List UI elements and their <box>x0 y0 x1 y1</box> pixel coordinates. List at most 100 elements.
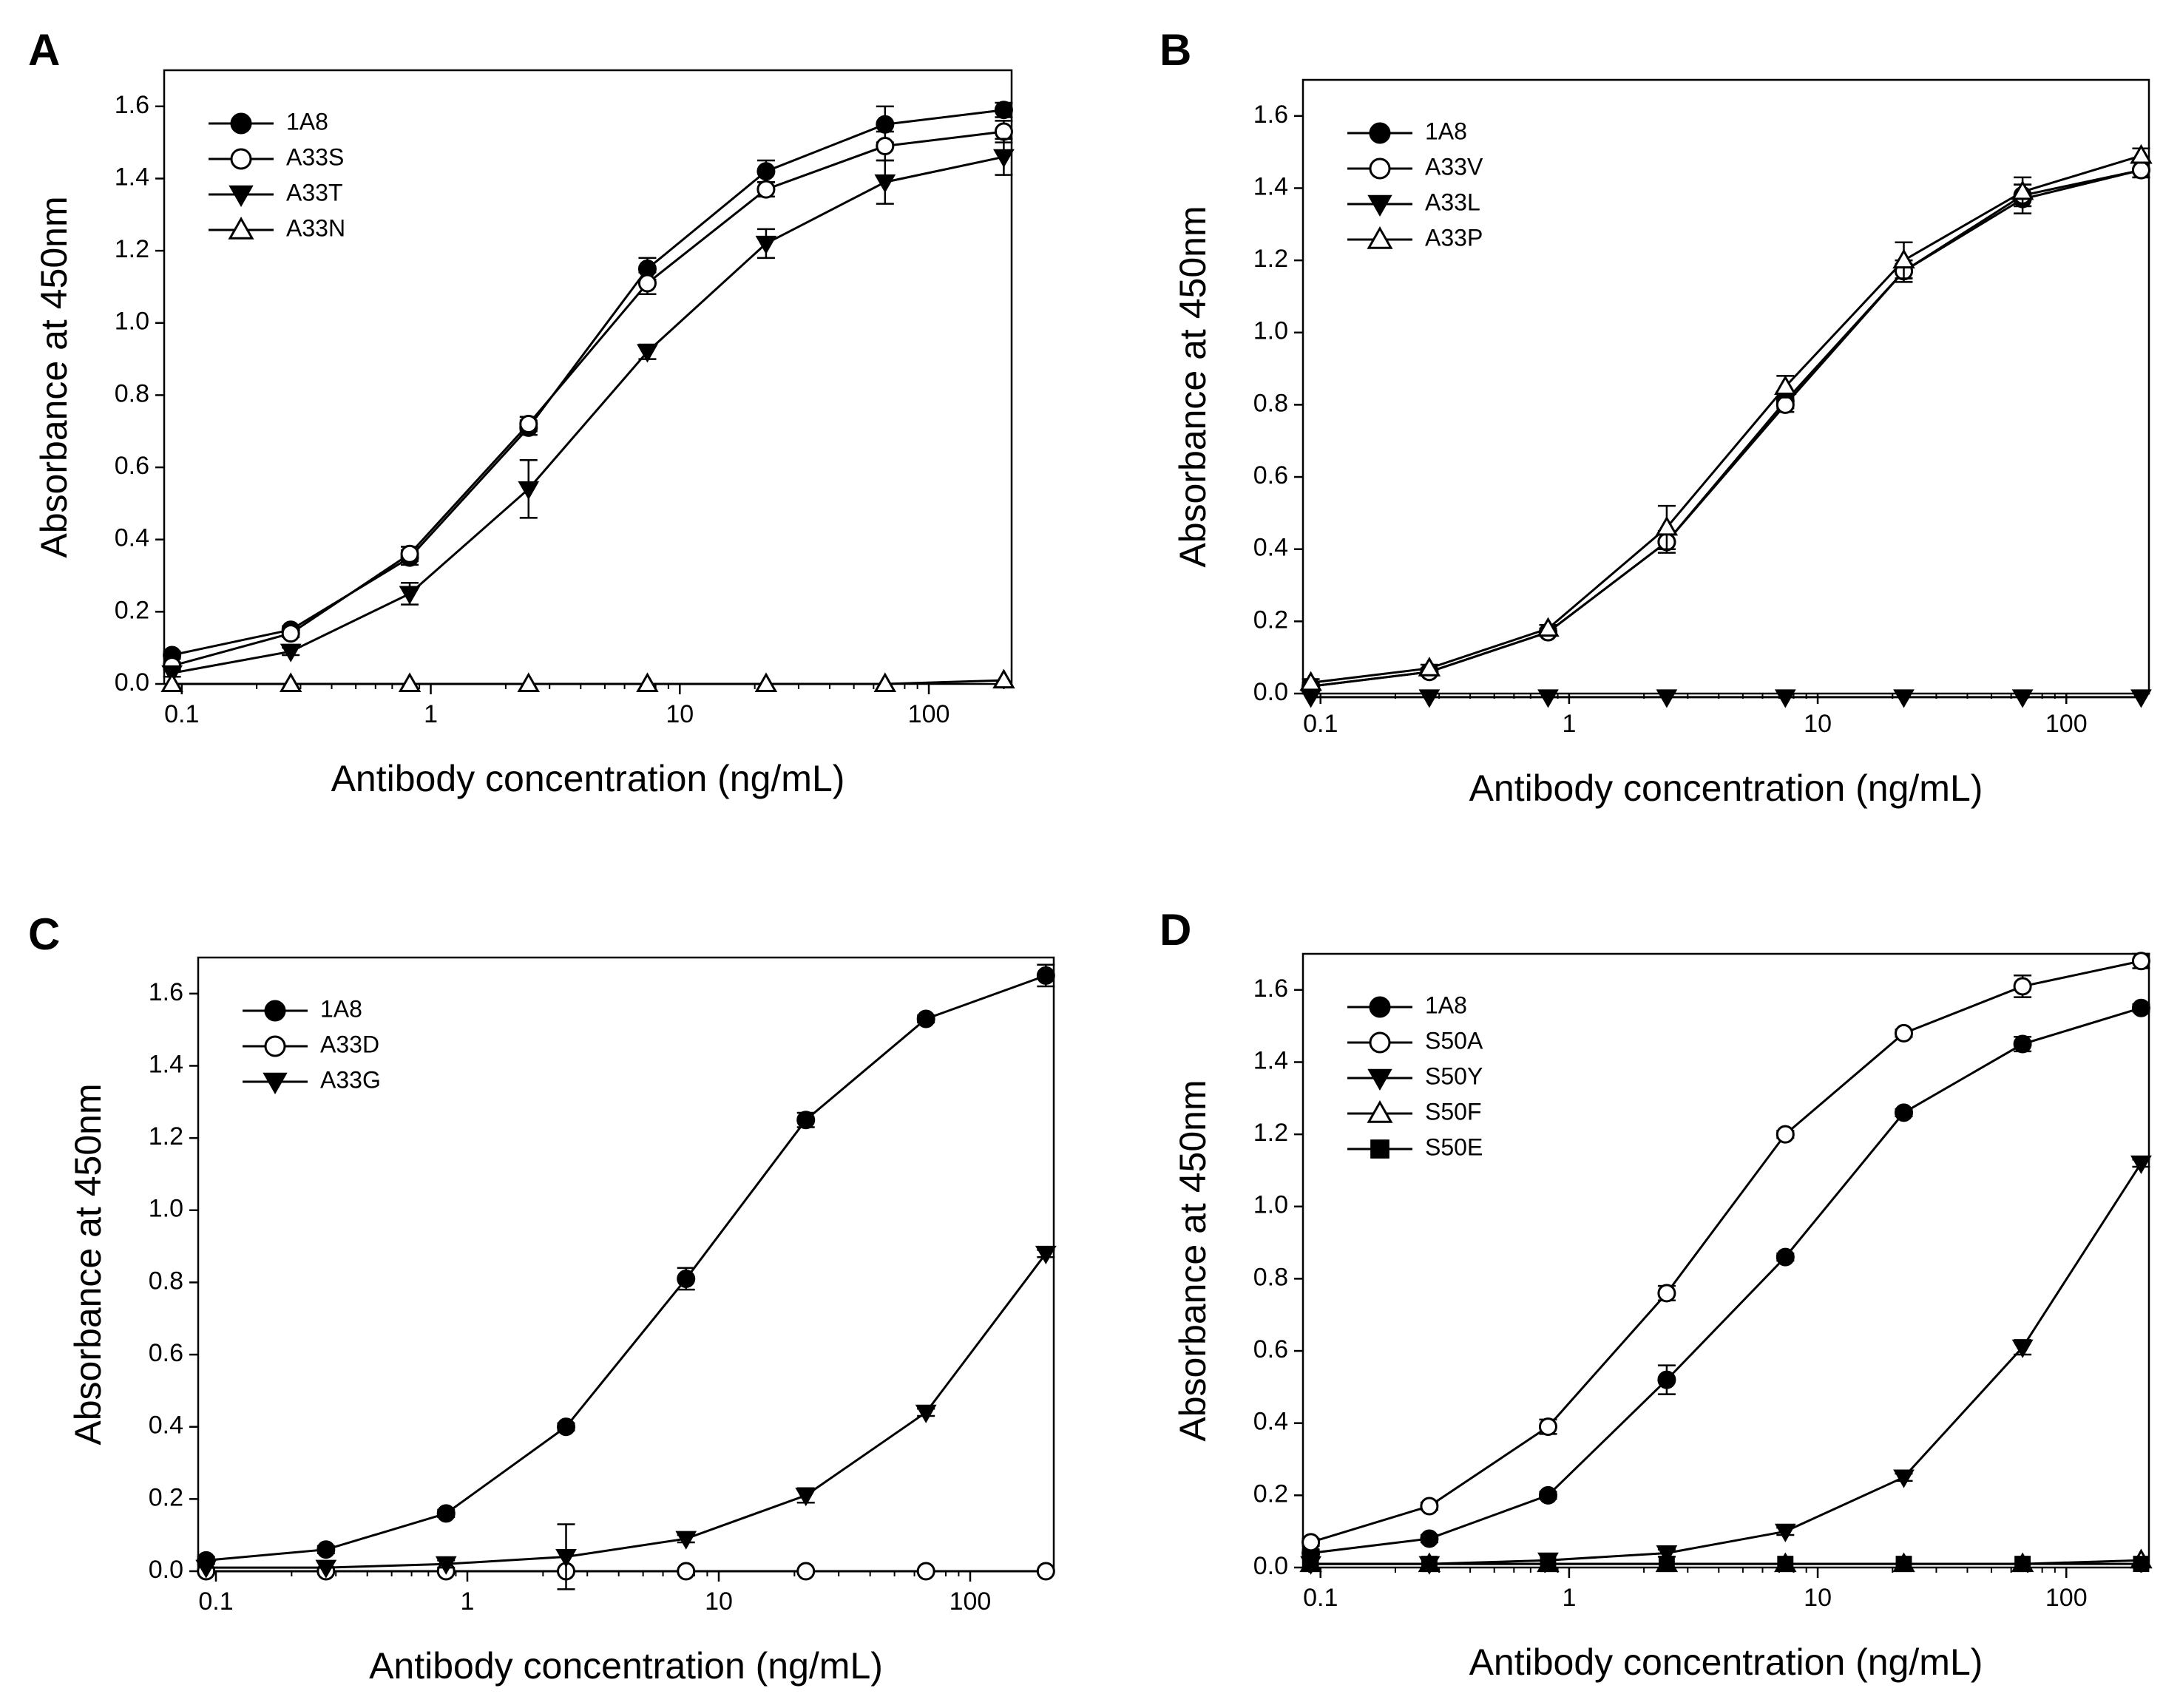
x-tick-label: 0.1 <box>164 700 199 728</box>
data-point <box>994 101 1013 120</box>
x-tick-label: 1 <box>424 700 438 728</box>
plot-frame <box>1301 78 2150 695</box>
legend-marker <box>228 217 254 240</box>
y-tick-label: 0.0 <box>115 668 149 697</box>
legend-marker <box>1367 1100 1393 1123</box>
data-point <box>160 672 183 692</box>
y-tick-label: 1.4 <box>149 1050 183 1078</box>
data-point <box>195 1559 217 1579</box>
x-axis-title: Antibody concentration (ng/mL) <box>1469 1641 1983 1683</box>
x-tick-label: 100 <box>2045 710 2088 738</box>
data-point <box>2011 1339 2034 1358</box>
y-tick-label: 0.2 <box>149 1483 183 1511</box>
y-tick-label: 0.0 <box>1253 1552 1288 1580</box>
data-point <box>756 180 776 199</box>
x-tick-label: 100 <box>2045 1584 2088 1612</box>
legend-marker <box>229 185 254 207</box>
data-point <box>636 672 659 692</box>
y-tick-label: 1.0 <box>115 308 149 336</box>
data-point <box>1892 248 1915 269</box>
data-point <box>1537 617 1560 637</box>
panel-letter: A <box>28 25 60 75</box>
x-tick-label: 10 <box>666 700 694 728</box>
series-line <box>172 130 1004 668</box>
legend-marker <box>264 1035 286 1057</box>
x-tick-label: 0.1 <box>1303 710 1338 738</box>
data-point <box>1300 689 1321 708</box>
series-line <box>1310 155 2142 684</box>
data-point <box>1537 689 1559 708</box>
legend-label: 1A8 <box>1425 118 1467 144</box>
data-point <box>400 544 419 563</box>
y-tick-label: 1.2 <box>115 235 149 263</box>
legend-label: S50E <box>1425 1133 1483 1160</box>
data-point <box>1036 966 1055 985</box>
data-point <box>1421 1556 1438 1573</box>
y-tick-label: 1.4 <box>115 163 149 191</box>
y-tick-label: 0.2 <box>1253 606 1288 634</box>
data-point <box>992 668 1015 689</box>
legend-marker <box>1370 1139 1389 1159</box>
series-a33l <box>1300 689 2152 708</box>
panel-a: A 0.0 0.2 0.4 0.6 0.8 1.0 1.2 1.4 1.6 0.1 1 10 100 Ant… <box>28 25 1015 799</box>
data-point <box>1420 1529 1439 1548</box>
data-point <box>756 162 776 181</box>
y-tick-label: 0.6 <box>149 1339 183 1367</box>
data-point <box>677 1270 696 1289</box>
series-a33p <box>1299 143 2153 691</box>
y-tick-label: 1.4 <box>1253 1046 1288 1074</box>
data-point <box>1777 1556 1794 1573</box>
legend-label: A33V <box>1425 153 1483 180</box>
data-point <box>1895 1103 1914 1122</box>
y-tick-label: 1.2 <box>1253 1119 1288 1147</box>
data-point <box>876 115 895 134</box>
x-tick-label: 1 <box>1562 1584 1576 1612</box>
data-point <box>675 1531 697 1550</box>
y-tick-label: 0.8 <box>1253 389 1288 417</box>
legend-label: 1A8 <box>286 108 328 135</box>
panel-d: D 0.0 0.2 0.4 0.6 0.8 1.0 1.2 1.4 1.6 0.1 1 10 100 Ant… <box>1160 905 2153 1683</box>
data-point <box>916 1562 935 1581</box>
legend-marker <box>1367 194 1392 217</box>
panel-c: C 0.0 0.2 0.4 0.6 0.8 1.0 1.2 1.4 1.6 0.1 1 10 100 Ant… <box>28 909 1057 1687</box>
data-point <box>1655 515 1679 536</box>
y-tick-label: 0.0 <box>1253 678 1288 706</box>
series-line <box>172 155 1004 674</box>
data-point <box>2131 160 2150 180</box>
data-point <box>876 137 895 156</box>
data-point <box>1418 657 1441 677</box>
legend-marker <box>1369 1031 1391 1054</box>
data-point <box>1656 689 1678 708</box>
data-point <box>796 1111 816 1130</box>
data-point <box>1774 1523 1796 1542</box>
y-tick-label: 0.6 <box>1253 461 1288 489</box>
legend-label: 1A8 <box>1425 992 1467 1018</box>
data-point <box>1893 689 1915 708</box>
series-line <box>1310 1006 2142 1554</box>
y-tick-label: 0.2 <box>1253 1480 1288 1508</box>
data-point <box>557 1417 576 1437</box>
data-point <box>436 1504 456 1523</box>
legend-marker <box>264 1000 286 1022</box>
data-point <box>2133 1556 2150 1573</box>
data-point <box>1036 1562 1055 1581</box>
y-tick-label: 0.4 <box>1253 534 1288 562</box>
x-tick-label: 10 <box>1804 1584 1832 1612</box>
legend-marker <box>1369 122 1391 144</box>
y-tick-label: 1.4 <box>1253 172 1288 200</box>
x-tick-label: 0.1 <box>198 1587 233 1616</box>
legend-marker <box>1369 996 1391 1018</box>
data-point <box>316 1540 336 1559</box>
legend: 1A8 A33V A33L A33P <box>1347 118 1483 251</box>
series-line <box>172 679 1004 685</box>
legend-label: A33P <box>1425 224 1483 251</box>
y-tick-label: 1.6 <box>149 978 183 1006</box>
series-1a8 <box>1301 998 2150 1562</box>
x-tick-label: 0.1 <box>1303 1584 1338 1612</box>
data-point <box>1301 1533 1321 1552</box>
y-axis-title: Absorbance at 450nm <box>67 1083 109 1445</box>
data-point <box>1538 1417 1557 1437</box>
series-a33g <box>195 1245 1057 1590</box>
data-point <box>1895 1023 1914 1043</box>
data-point <box>315 1559 337 1579</box>
